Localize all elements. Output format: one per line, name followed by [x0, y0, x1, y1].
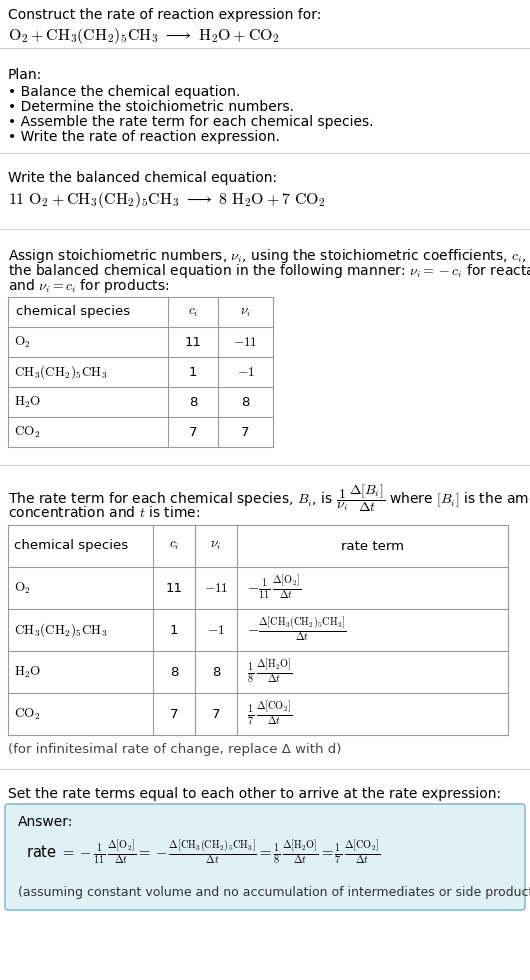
Text: (for infinitesimal rate of change, replace Δ with d): (for infinitesimal rate of change, repla…: [8, 743, 341, 756]
Text: The rate term for each chemical species, $B_i$, is $\dfrac{1}{\nu_i}\dfrac{\Delt: The rate term for each chemical species,…: [8, 483, 530, 514]
Text: $-\frac{1}{11}\,\frac{\Delta[\mathrm{O_2}]}{\Delta t}$: $-\frac{1}{11}\,\frac{\Delta[\mathrm{O_2…: [247, 574, 301, 602]
Text: 11: 11: [184, 335, 201, 349]
Text: 7: 7: [212, 708, 220, 720]
Text: $\frac{1}{7}\,\frac{\Delta[\mathrm{CO_2}]}{\Delta t}$: $\frac{1}{7}\,\frac{\Delta[\mathrm{CO_2}…: [247, 700, 292, 728]
Text: Write the balanced chemical equation:: Write the balanced chemical equation:: [8, 171, 277, 185]
Text: $\mathrm{CO_2}$: $\mathrm{CO_2}$: [14, 424, 40, 440]
Text: (assuming constant volume and no accumulation of intermediates or side products): (assuming constant volume and no accumul…: [18, 886, 530, 899]
FancyBboxPatch shape: [5, 804, 525, 910]
Text: 8: 8: [189, 396, 197, 409]
Text: Plan:: Plan:: [8, 68, 42, 82]
Text: $\mathrm{O_2}$: $\mathrm{O_2}$: [14, 334, 31, 350]
Text: $\mathrm{H_2O}$: $\mathrm{H_2O}$: [14, 664, 41, 680]
Text: $-11$: $-11$: [233, 335, 258, 349]
Text: $-\frac{\Delta[\mathrm{CH_3(CH_2)_5CH_3}]}{\Delta t}$: $-\frac{\Delta[\mathrm{CH_3(CH_2)_5CH_3}…: [247, 616, 346, 644]
Text: 8: 8: [170, 665, 178, 678]
Text: $\mathrm{O_2 + CH_3(CH_2)_5CH_3 \ \longrightarrow \ H_2O + CO_2}$: $\mathrm{O_2 + CH_3(CH_2)_5CH_3 \ \longr…: [8, 26, 280, 46]
Text: $-11$: $-11$: [204, 581, 228, 595]
Text: 7: 7: [189, 425, 197, 438]
Text: 1: 1: [170, 623, 178, 636]
Text: $\mathrm{CH_3(CH_2)_5CH_3}$: $\mathrm{CH_3(CH_2)_5CH_3}$: [14, 621, 108, 639]
Text: $\mathrm{O_2}$: $\mathrm{O_2}$: [14, 580, 31, 596]
Text: Assign stoichiometric numbers, $\nu_i$, using the stoichiometric coefficients, $: Assign stoichiometric numbers, $\nu_i$, …: [8, 247, 530, 265]
Text: Construct the rate of reaction expression for:: Construct the rate of reaction expressio…: [8, 8, 321, 22]
Text: 7: 7: [170, 708, 178, 720]
Text: $\frac{1}{8}\,\frac{\Delta[\mathrm{H_2O}]}{\Delta t}$: $\frac{1}{8}\,\frac{\Delta[\mathrm{H_2O}…: [247, 658, 293, 686]
Text: rate term: rate term: [341, 540, 404, 553]
Text: chemical species: chemical species: [16, 306, 130, 318]
Text: $\nu_i$: $\nu_i$: [210, 540, 222, 553]
Text: • Determine the stoichiometric numbers.: • Determine the stoichiometric numbers.: [8, 100, 294, 114]
Text: • Write the rate of reaction expression.: • Write the rate of reaction expression.: [8, 130, 280, 144]
Text: $c_i$: $c_i$: [188, 306, 198, 318]
Text: chemical species: chemical species: [14, 540, 128, 553]
Text: the balanced chemical equation in the following manner: $\nu_i = -c_i$ for react: the balanced chemical equation in the fo…: [8, 262, 530, 280]
Text: 1: 1: [189, 366, 197, 378]
Text: $\mathrm{11\ O_2 + CH_3(CH_2)_5CH_3 \ \longrightarrow \ 8\ H_2O + 7\ CO_2}$: $\mathrm{11\ O_2 + CH_3(CH_2)_5CH_3 \ \l…: [8, 190, 326, 210]
Text: rate $= -\frac{1}{11}\,\frac{\Delta[\mathrm{O_2}]}{\Delta t} = -\frac{\Delta[\ma: rate $= -\frac{1}{11}\,\frac{\Delta[\mat…: [26, 839, 380, 867]
Text: $\mathrm{CO_2}$: $\mathrm{CO_2}$: [14, 707, 40, 721]
Text: $\mathrm{H_2O}$: $\mathrm{H_2O}$: [14, 394, 41, 410]
Text: $\mathrm{CH_3(CH_2)_5CH_3}$: $\mathrm{CH_3(CH_2)_5CH_3}$: [14, 364, 108, 381]
Text: and $\nu_i = c_i$ for products:: and $\nu_i = c_i$ for products:: [8, 277, 169, 295]
Text: • Balance the chemical equation.: • Balance the chemical equation.: [8, 85, 240, 99]
Text: 8: 8: [212, 665, 220, 678]
Text: $-1$: $-1$: [207, 623, 225, 636]
Text: $\nu_i$: $\nu_i$: [240, 306, 251, 318]
Text: 8: 8: [241, 396, 250, 409]
Text: Set the rate terms equal to each other to arrive at the rate expression:: Set the rate terms equal to each other t…: [8, 787, 501, 801]
Text: $c_i$: $c_i$: [169, 540, 179, 553]
Text: $-1$: $-1$: [236, 366, 254, 378]
Text: Answer:: Answer:: [18, 815, 73, 829]
Text: 11: 11: [165, 581, 182, 595]
Text: • Assemble the rate term for each chemical species.: • Assemble the rate term for each chemic…: [8, 115, 374, 129]
Text: 7: 7: [241, 425, 250, 438]
Text: concentration and $t$ is time:: concentration and $t$ is time:: [8, 505, 200, 520]
